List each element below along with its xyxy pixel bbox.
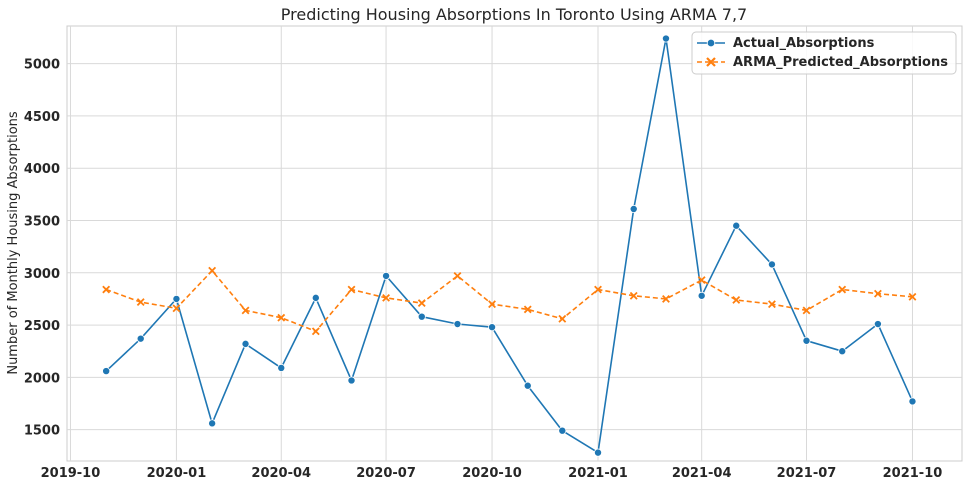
legend: Actual_Absorptions ARMA_Predicted_Absorp… — [691, 31, 957, 75]
data-point-predicted — [629, 291, 638, 300]
data-point-predicted — [908, 292, 917, 301]
y-tick-label: 3000 — [24, 267, 60, 282]
grid-lines — [67, 26, 962, 461]
y-tick-label: 4000 — [24, 162, 60, 177]
data-point-actual — [453, 320, 462, 329]
y-tick-label: 5000 — [24, 58, 60, 73]
data-point-predicted — [523, 305, 532, 314]
data-point-predicted — [311, 327, 320, 336]
data-point-predicted — [102, 285, 111, 294]
y-axis-title: Number of Monthly Housing Absorptions — [6, 111, 21, 375]
data-point-actual — [277, 363, 286, 372]
data-point-actual — [208, 419, 217, 428]
series-line-predicted — [105, 269, 913, 333]
data-point-actual — [311, 293, 320, 302]
y-tick-label: 1500 — [24, 424, 60, 439]
legend-box — [691, 31, 957, 75]
legend-entry-actual: Actual_Absorptions — [697, 36, 875, 51]
series-line-actual — [105, 37, 914, 454]
data-point-actual — [558, 426, 567, 435]
data-point-predicted — [172, 304, 181, 313]
legend-marker-actual — [706, 38, 716, 48]
data-point-actual — [347, 376, 356, 385]
legend-label-actual: Actual_Absorptions — [733, 36, 875, 51]
y-tick-label: 2500 — [24, 319, 60, 334]
data-point-predicted — [838, 285, 847, 294]
plot-background — [66, 25, 963, 462]
data-point-predicted — [347, 285, 356, 294]
x-tick-label: 2020-01 — [147, 466, 207, 481]
data-point-predicted — [558, 314, 567, 323]
data-point-actual — [382, 271, 391, 280]
data-point-actual — [661, 34, 670, 43]
data-point-predicted — [768, 300, 776, 309]
data-point-predicted — [873, 289, 882, 298]
x-tick-label: 2021-01 — [568, 466, 628, 481]
y-tick-label: 4500 — [24, 110, 60, 125]
data-point-predicted — [208, 266, 217, 275]
data-point-actual — [241, 339, 250, 348]
x-tick-label: 2020-10 — [462, 466, 522, 481]
data-point-actual — [172, 294, 181, 303]
x-tick-label: 2019-10 — [41, 466, 101, 481]
data-point-actual — [629, 204, 638, 213]
data-point-predicted — [732, 296, 741, 304]
data-point-actual — [802, 336, 811, 345]
data-point-actual — [697, 291, 706, 300]
data-point-predicted — [241, 306, 250, 315]
x-tick-label: 2020-07 — [356, 466, 416, 481]
data-point-actual — [767, 260, 776, 269]
legend-entry-predicted: ARMA_Predicted_Absorptions — [697, 55, 948, 70]
legend-label-predicted: ARMA_Predicted_Absorptions — [733, 55, 948, 70]
series-layer — [102, 34, 917, 457]
data-point-actual — [417, 312, 426, 321]
y-tick-label: 2000 — [24, 371, 60, 386]
data-point-predicted — [382, 293, 391, 302]
data-point-actual — [136, 334, 145, 343]
data-point-actual — [908, 397, 917, 406]
data-point-actual — [838, 347, 847, 356]
data-point-actual — [102, 367, 111, 376]
data-point-actual — [732, 221, 741, 230]
y-tick-label: 3500 — [24, 214, 60, 229]
data-point-predicted — [488, 300, 496, 309]
x-tick-label: 2021-10 — [883, 466, 943, 481]
data-point-predicted — [594, 285, 602, 294]
data-point-predicted — [417, 299, 426, 308]
data-point-predicted — [697, 276, 706, 285]
data-point-actual — [594, 448, 603, 457]
legend-marker-predicted — [706, 57, 716, 67]
data-point-actual — [488, 323, 497, 332]
axis-labels: 1500 2000 2500 3000 3500 4000 4500 5000 2019-10 2… — [24, 58, 942, 481]
data-point-predicted — [453, 271, 462, 280]
x-tick-label: 2021-07 — [777, 466, 837, 481]
x-tick-label: 2020-04 — [251, 466, 311, 481]
data-point-predicted — [136, 298, 145, 306]
data-point-actual — [523, 381, 532, 390]
chart-title: Predicting Housing Absorptions In Toront… — [281, 5, 747, 24]
data-point-predicted — [802, 306, 811, 315]
data-point-predicted — [277, 313, 286, 322]
data-point-actual — [873, 320, 882, 329]
x-tick-label: 2021-04 — [672, 466, 732, 481]
data-point-predicted — [662, 294, 670, 303]
